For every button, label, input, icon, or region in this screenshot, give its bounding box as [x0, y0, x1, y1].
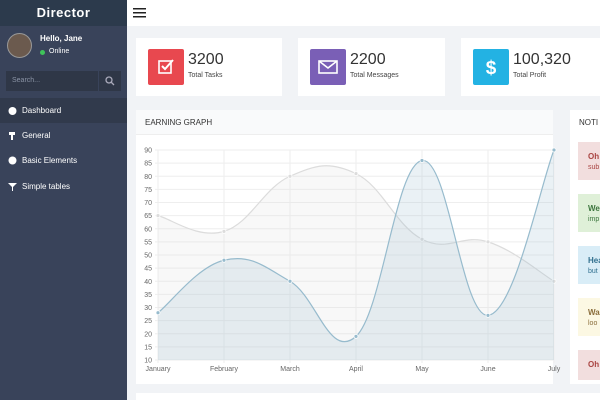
alert-title: Oh: [588, 152, 600, 161]
area: [158, 165, 554, 360]
stat-card: 3200 Total Tasks: [136, 38, 282, 96]
point: [551, 147, 557, 153]
menu-label: Dashboard: [22, 106, 62, 115]
x-tick-label: July: [548, 366, 561, 373]
point: [419, 236, 425, 242]
y-tick-label: 90: [144, 148, 152, 155]
y-tick-label: 20: [144, 331, 152, 338]
alert-title: Oh: [588, 360, 600, 369]
y-tick-label: 50: [144, 253, 152, 260]
y-tick-label: 10: [144, 358, 152, 365]
alert-title: Hea: [588, 256, 600, 265]
alert-title: Wa: [588, 308, 600, 317]
y-tick-label: 30: [144, 305, 152, 312]
panel: [136, 110, 553, 384]
y-tick-label: 65: [144, 213, 152, 220]
x-tick-label: January: [146, 366, 171, 373]
stat-value: 100,320: [513, 51, 571, 68]
sidebar: [0, 0, 127, 400]
alert-text: but: [588, 268, 598, 275]
search-button[interactable]: [99, 71, 121, 91]
alert-text: imp: [588, 216, 600, 223]
point: [485, 312, 491, 318]
y-tick-label: 40: [144, 279, 152, 286]
stat-label: Total Messages: [350, 72, 399, 79]
y-tick-label: 45: [144, 266, 152, 273]
greeting: Hello, Jane: [40, 34, 83, 43]
stat-value: 2200: [350, 51, 386, 68]
y-tick-label: 80: [144, 174, 152, 181]
y-tick-label: 85: [144, 161, 152, 168]
y-tick-label: 75: [144, 187, 152, 194]
alert-text: sub: [588, 164, 600, 171]
panel: [136, 393, 600, 400]
stat-value: 3200: [188, 51, 224, 68]
menu-item[interactable]: General: [0, 123, 127, 148]
y-tick-label: 60: [144, 226, 152, 233]
point: [287, 278, 293, 284]
point: [353, 171, 359, 177]
x-tick-label: March: [280, 366, 300, 373]
point: [419, 158, 425, 163]
x-tick-label: April: [349, 366, 363, 373]
point: [155, 310, 161, 316]
y-tick-label: 35: [144, 292, 152, 299]
point: [221, 228, 227, 234]
search-box[interactable]: [6, 71, 98, 91]
alert: Hea but: [578, 246, 600, 284]
menu-label: Basic Elements: [22, 156, 78, 165]
top-bar: [127, 0, 600, 26]
point: [353, 333, 359, 339]
point: [551, 278, 557, 284]
menu-item[interactable]: Basic Elements: [0, 148, 127, 173]
menu-label: Simple tables: [22, 182, 71, 191]
point: [287, 173, 293, 179]
panel-title: EARNING GRAPH: [145, 118, 213, 127]
y-tick-label: 25: [144, 318, 152, 325]
stat-label: Total Profit: [513, 72, 547, 79]
alert: Oh sub: [578, 142, 600, 180]
menu-label: General: [22, 131, 51, 140]
point: [221, 257, 227, 263]
point: [155, 213, 161, 219]
menu-item[interactable]: Dashboard: [0, 98, 127, 123]
alert: Oh: [578, 350, 600, 380]
brand[interactable]: Director: [0, 0, 127, 26]
alert-title: We: [588, 204, 600, 213]
svg-text:$: $: [486, 58, 497, 79]
area: [158, 150, 554, 360]
panel-header: [136, 110, 553, 135]
panel-title: NOTI: [579, 118, 599, 127]
line: [157, 149, 555, 343]
stat-label: Total Tasks: [188, 72, 223, 79]
y-tick-label: 55: [144, 239, 152, 246]
menu-toggle[interactable]: [133, 7, 147, 19]
point: [485, 239, 491, 245]
y-tick-label: 15: [144, 344, 152, 351]
alert: Wa loo: [578, 298, 600, 336]
y-tick-label: 70: [144, 200, 152, 207]
x-tick-label: May: [415, 366, 429, 373]
menu-item[interactable]: Simple tables: [0, 174, 127, 199]
status-dot: [40, 50, 45, 55]
alert: We imp: [578, 194, 600, 232]
stat-card: $100,320 Total Profit: [461, 38, 600, 96]
search-placeholder: Search...: [12, 77, 41, 84]
x-tick-label: June: [480, 366, 495, 373]
stat-card: 2200 Total Messages: [298, 38, 445, 96]
x-tick-label: February: [210, 366, 239, 373]
status: Online: [49, 48, 70, 55]
avatar: [7, 33, 32, 58]
alert-text: loo: [588, 320, 598, 327]
